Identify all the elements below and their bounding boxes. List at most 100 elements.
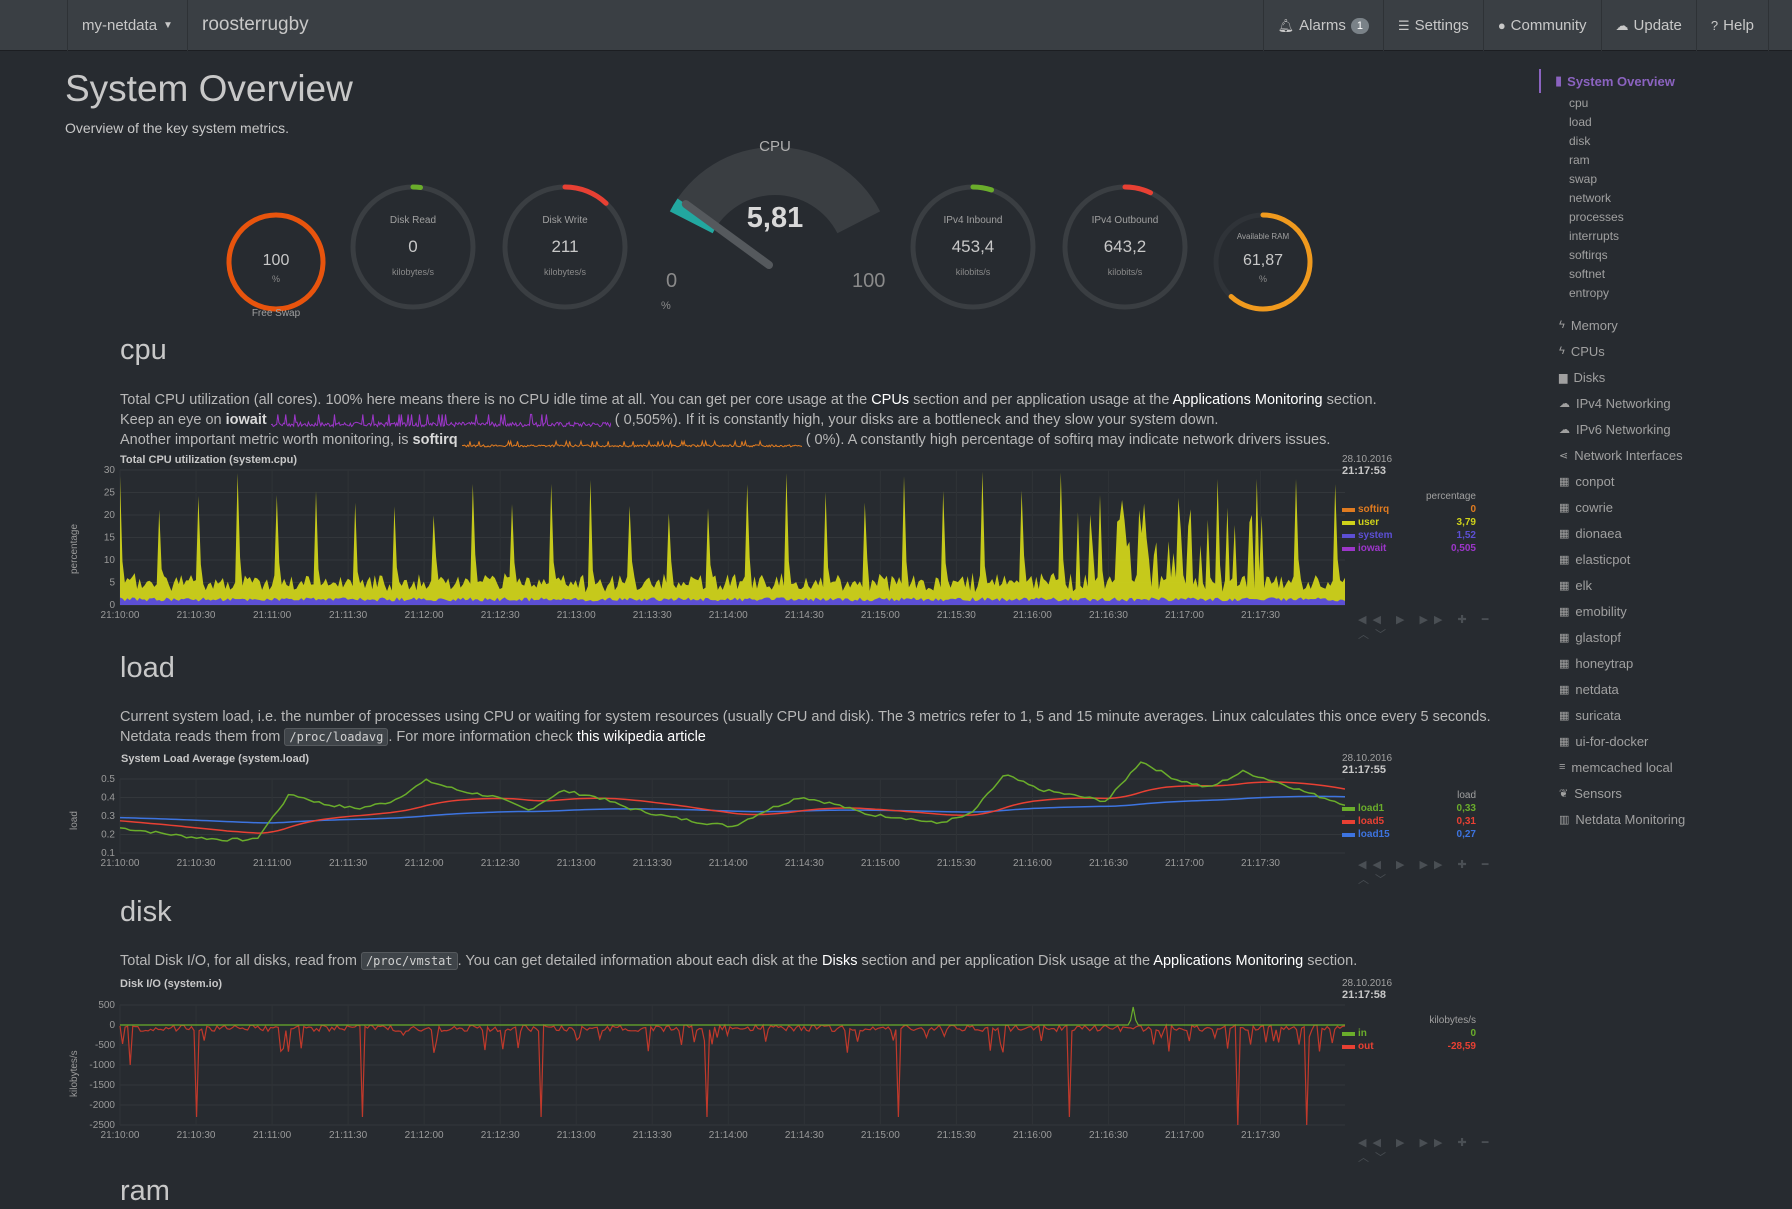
sparkline-path xyxy=(270,414,612,429)
sidebar-item-elk[interactable]: ▦ elk xyxy=(1539,572,1779,598)
sidebar-item-elasticpot[interactable]: ▦ elasticpot xyxy=(1539,546,1779,572)
top-navbar: my-netdata ▼ roosterrugby 🔔︎ Alarms 1 ☰ … xyxy=(0,0,1792,51)
legend-item-in[interactable]: in 0 xyxy=(1342,1028,1476,1039)
sidebar-item-netdata-monitoring[interactable]: ▥ Netdata Monitoring xyxy=(1539,806,1779,832)
legend-item-user[interactable]: user 3,79 xyxy=(1342,517,1476,528)
community-label: Community xyxy=(1510,17,1587,34)
folder-icon: ▆ xyxy=(1559,371,1568,384)
dashboard-dropdown[interactable]: my-netdata ▼ xyxy=(67,0,188,51)
cpus-link[interactable]: CPUs xyxy=(871,392,910,408)
disk-chart[interactable]: Disk I/O (system.io) kilobytes/s 500 0 -50… xyxy=(65,975,1495,1164)
disks-link[interactable]: Disks xyxy=(822,953,858,969)
x-tick-label: 21:16:30 xyxy=(1089,858,1128,869)
legend-item-load15[interactable]: load15 0,27 xyxy=(1342,829,1476,840)
alarms-button[interactable]: 🔔︎ Alarms 1 xyxy=(1262,0,1383,51)
sidebar-subitem-softirqs[interactable]: softirqs xyxy=(1569,247,1608,262)
legend-item-load1[interactable]: load1 0,33 xyxy=(1342,803,1476,814)
legend-item-out[interactable]: out -28,59 xyxy=(1342,1041,1476,1052)
sidebar-item-netdata[interactable]: ▦ netdata xyxy=(1539,676,1779,702)
available-ram-gauge[interactable]: Available RAM 61,87 % xyxy=(1209,208,1317,316)
cloud-download-icon: ☁ xyxy=(1615,17,1629,33)
series-load5-line xyxy=(119,781,1345,834)
applications-monitoring-link[interactable]: Applications Monitoring xyxy=(1172,392,1323,408)
free-swap-gauge[interactable]: Free Swap 100 % xyxy=(222,208,330,319)
gauge-needle xyxy=(681,200,773,269)
sidebar-item-glastopf[interactable]: ▦ glastopf xyxy=(1539,624,1779,650)
sidebar-item-emobility[interactable]: ▦ emobility xyxy=(1539,598,1779,624)
sidebar-subitem-entropy[interactable]: entropy xyxy=(1569,285,1610,300)
chart-toolbox[interactable]: ◀◀ ▶ ▶▶ ✚ ━ ︿﹀ xyxy=(1358,859,1495,886)
gauge-value: 100 xyxy=(262,252,290,269)
sidebar-item-ipv6-networking[interactable]: ☁ IPv6 Networking xyxy=(1539,416,1779,442)
cpu-gauge[interactable]: CPU 5,81 0 100 % xyxy=(650,130,900,320)
ipv4-outbound-gauge[interactable]: IPv4 Outbound 643,2 kilobits/s xyxy=(1059,181,1191,313)
iowait-sparkline[interactable] xyxy=(270,412,612,429)
x-tick-label: 21:13:30 xyxy=(633,858,672,869)
sidebar-subitem-interrupts[interactable]: interrupts xyxy=(1569,228,1620,243)
sidebar-subitem-cpu[interactable]: cpu xyxy=(1569,95,1589,110)
series-user-area xyxy=(120,471,1345,605)
sidebar-subitems: cpu load disk ram swap network processes interr… xyxy=(1539,93,1779,302)
x-tick-label: 21:13:30 xyxy=(633,610,672,621)
page-title: System Overview xyxy=(65,68,353,109)
ipv4-inbound-gauge[interactable]: IPv4 Inbound 453,4 kilobits/s xyxy=(907,181,1039,313)
chart-toolbox[interactable]: ◀◀ ▶ ▶▶ ✚ ━ ︿﹀ xyxy=(1358,1137,1495,1164)
legend-item-system[interactable]: system 1,52 xyxy=(1342,530,1476,541)
sidebar-item-sensors[interactable]: ❦ Sensors xyxy=(1539,780,1779,806)
sidebar-item-network-interfaces[interactable]: ⋖ Network Interfaces xyxy=(1539,442,1779,468)
sidebar-item-honeytrap[interactable]: ▦ honeytrap xyxy=(1539,650,1779,676)
sidebar-item-dionaea[interactable]: ▦ dionaea xyxy=(1539,520,1779,546)
sidebar-subitem-load[interactable]: load xyxy=(1569,114,1592,129)
sidebar-item-ui-for-docker[interactable]: ▦ ui-for-docker xyxy=(1539,728,1779,754)
y-tick-label: 0 xyxy=(109,1020,115,1031)
sidebar-item-suricata[interactable]: ▦ suricata xyxy=(1539,702,1779,728)
legend-item-softirq[interactable]: softirq 0 xyxy=(1342,504,1476,515)
sidebar-subitem-swap[interactable]: swap xyxy=(1569,171,1598,186)
gauge-value: 453,4 xyxy=(951,237,995,256)
x-tick-label: 21:14:30 xyxy=(785,610,824,621)
x-tick-label: 21:13:30 xyxy=(633,1130,672,1141)
chart-plot[interactable]: 0 5 10 15 20 25 30 21:10:00 21:10:30 21:11:00 21:1… xyxy=(65,452,1345,637)
community-button[interactable]: ● Community xyxy=(1482,0,1601,51)
sidebar-subitem-network[interactable]: network xyxy=(1569,190,1612,205)
sidebar-item-cpus[interactable]: ϟ CPUs xyxy=(1539,338,1779,364)
sidebar-item-conpot[interactable]: ▦ conpot xyxy=(1539,468,1779,494)
sidebar-item-memcached-local[interactable]: ≡ memcached local xyxy=(1539,754,1779,780)
sidebar-item-label: System Overview xyxy=(1567,73,1675,89)
help-button[interactable]: ? Help xyxy=(1695,0,1769,51)
update-button[interactable]: ☁ Update xyxy=(1600,0,1696,51)
sidebar-item-disks[interactable]: ▆ Disks xyxy=(1539,364,1779,390)
sidebar-subitem-ram[interactable]: ram xyxy=(1569,152,1590,167)
x-tick-label: 21:14:00 xyxy=(709,1130,748,1141)
sidebar-item-ipv4-networking[interactable]: ☁ IPv4 Networking xyxy=(1539,390,1779,416)
sidebar-subitem-softnet[interactable]: softnet xyxy=(1569,266,1606,281)
wikipedia-link[interactable]: this wikipedia article xyxy=(576,729,706,745)
chart-plot[interactable]: 0.1 0.2 0.3 0.4 0.5 21:10:00 21:10:30 21:11:00 2… xyxy=(65,750,1345,880)
sidebar-subitem-processes[interactable]: processes xyxy=(1569,209,1624,224)
legend-swatch xyxy=(1342,832,1355,837)
y-tick-label: 0.5 xyxy=(101,774,115,785)
sidebar-item-memory[interactable]: ϟ Memory xyxy=(1539,312,1779,338)
x-tick-label: 21:12:30 xyxy=(481,1130,520,1141)
sidebar-subitem-disk[interactable]: disk xyxy=(1569,133,1591,148)
cpu-desc-line-2: Keep an eye on iowait ( 0,505%). If it i… xyxy=(120,412,1219,429)
bolt-icon: ϟ xyxy=(1559,345,1565,357)
y-tick-label: 0.4 xyxy=(101,793,115,804)
hostname[interactable]: roosterrugby xyxy=(202,14,309,35)
disk-write-gauge[interactable]: Disk Write 211 kilobytes/s xyxy=(499,181,631,313)
chart-toolbox[interactable]: ◀◀ ▶ ▶▶ ✚ ━ ︿﹀ xyxy=(1358,614,1495,641)
applications-monitoring-link[interactable]: Applications Monitoring xyxy=(1153,953,1304,969)
sidebar-item-system-overview[interactable]: ▮ System Overview xyxy=(1539,69,1779,93)
sidebar-item-label: glastopf xyxy=(1575,629,1621,645)
load-chart[interactable]: System Load Average (system.load) load 0… xyxy=(65,750,1495,886)
settings-button[interactable]: ☰ Settings xyxy=(1382,0,1483,51)
legend-item-iowait[interactable]: iowait 0,505 xyxy=(1342,543,1476,554)
sidebar-item-cowrie[interactable]: ▦ cowrie xyxy=(1539,494,1779,520)
cpu-chart[interactable]: Total CPU utilization (system.cpu) perce… xyxy=(65,452,1495,641)
legend-item-load5[interactable]: load5 0,31 xyxy=(1342,816,1476,827)
cpu-desc-line-1: Total CPU utilization (all cores). 100% … xyxy=(120,392,1377,408)
disk-read-gauge[interactable]: Disk Read 0 kilobytes/s xyxy=(347,181,479,313)
softirq-sparkline[interactable] xyxy=(461,432,802,449)
settings-label: Settings xyxy=(1414,17,1469,34)
